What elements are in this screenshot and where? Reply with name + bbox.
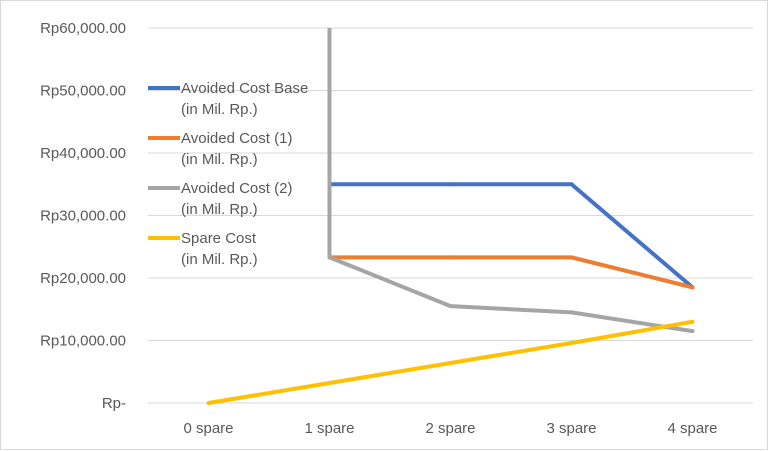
y-tick-label: Rp40,000.00 — [40, 145, 126, 162]
y-tick-label: Rp60,000.00 — [40, 20, 126, 37]
legend-label: Avoided Cost Base — [181, 80, 308, 97]
legend-label-unit: (in Mil. Rp.) — [181, 101, 258, 118]
y-axis-ticks: Rp- Rp10,000.00 Rp20,000.00 Rp30,000.00 Rp40… — [40, 20, 126, 412]
y-tick-label: Rp- — [102, 395, 126, 412]
legend: Avoided Cost Base (in Mil. Rp.) Avoided Co… — [148, 80, 308, 268]
data-point — [206, 401, 211, 405]
data-point — [569, 310, 574, 315]
legend-label-unit: (in Mil. Rp.) — [181, 151, 258, 168]
y-tick-label: Rp50,000.00 — [40, 83, 126, 100]
legend-label-unit: (in Mil. Rp.) — [181, 251, 258, 268]
data-point — [448, 182, 453, 187]
series-line-1 — [329, 255, 693, 290]
data-point — [448, 304, 453, 309]
x-tick-label: 2 spare — [425, 420, 475, 437]
legend-label: Spare Cost — [181, 230, 257, 247]
legend-label: Avoided Cost (1) — [181, 130, 292, 147]
data-point — [569, 182, 574, 187]
x-axis-ticks: 0 spare 1 spare 2 spare 3 spare 4 spare — [183, 420, 717, 437]
data-point — [569, 255, 574, 260]
x-tick-label: 0 spare — [183, 420, 233, 437]
data-point — [327, 255, 332, 260]
data-point — [569, 341, 574, 345]
data-point — [690, 285, 695, 290]
data-point — [448, 255, 453, 260]
series-line-0 — [329, 182, 694, 289]
data-point — [690, 319, 695, 324]
data-point — [327, 381, 332, 385]
x-tick-label: 4 spare — [667, 420, 717, 437]
series-lines — [206, 28, 695, 405]
y-tick-label: Rp30,000.00 — [40, 208, 126, 225]
y-tick-label: Rp10,000.00 — [40, 333, 126, 350]
series-line-2 — [327, 28, 693, 334]
y-tick-label: Rp20,000.00 — [40, 270, 126, 287]
legend-label: Avoided Cost (2) — [181, 180, 292, 197]
x-tick-label: 1 spare — [304, 420, 354, 437]
legend-label-unit: (in Mil. Rp.) — [181, 201, 258, 218]
data-point — [448, 361, 453, 365]
x-tick-label: 3 spare — [546, 420, 596, 437]
data-point — [690, 329, 695, 334]
gridlines — [148, 27, 753, 404]
